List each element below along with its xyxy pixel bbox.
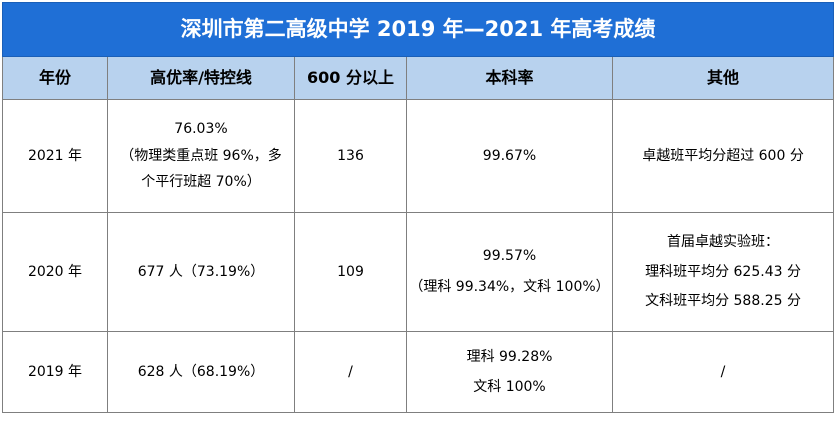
other-cell: 卓越班平均分超过 600 分 [611, 99, 835, 213]
over-600-cell: 136 [294, 99, 407, 213]
year-cell: 2021 年 [2, 99, 108, 213]
undergrad-cell: 理科 99.28% 文科 100% [406, 331, 613, 413]
table-row: 2019 年 628 人（68.19%） / 理科 99.28% 文科 100%… [2, 331, 835, 413]
cell-line: （理科 99.34%，文科 100%） [409, 279, 610, 295]
undergrad-cell: 99.57% （理科 99.34%，文科 100%） [406, 212, 613, 332]
header-over-600: 600 分以上 [294, 56, 407, 100]
header-row: 年份 高优率/特控线 600 分以上 本科率 其他 [2, 56, 835, 100]
over-600-cell: 109 [294, 212, 407, 332]
cell-line: 628 人（68.19%） [137, 363, 265, 380]
undergrad-cell: 99.67% [406, 99, 613, 213]
year-cell: 2019 年 [2, 331, 108, 413]
cell-line: 99.57% [482, 248, 537, 265]
cell-line: 文科班平均分 588.25 分 [645, 293, 801, 310]
cell-line: 76.03% [174, 120, 228, 137]
cell-line: 首届卓越实验班： [667, 233, 780, 250]
over-600-cell: / [294, 331, 407, 413]
cell-line: 理科班平均分 625.43 分 [645, 263, 801, 280]
high-rate-cell: 677 人（73.19%） [107, 212, 295, 332]
year-cell: 2020 年 [2, 212, 108, 332]
title-row: 深圳市第二高级中学 2019 年—2021 年高考成绩 [1, 2, 835, 57]
cell-line: 677 人（73.19%） [137, 263, 265, 280]
cell-line: 文科 100% [473, 378, 546, 395]
cell-line: 99.67% [482, 147, 537, 164]
cell-line: 个平行班超 70%） [141, 174, 261, 191]
cell-line: （物理类重点班 96%，多 [120, 147, 282, 164]
cell-line: 理科 99.28% [466, 348, 553, 365]
header-other: 其他 [611, 56, 835, 100]
scores-table: 深圳市第二高级中学 2019 年—2021 年高考成绩 年份 高优率/特控线 6… [1, 2, 835, 413]
high-rate-cell: 76.03% （物理类重点班 96%，多 个平行班超 70%） [107, 99, 295, 213]
header-undergrad-rate: 本科率 [406, 56, 613, 100]
cell-line: 卓越班平均分超过 600 分 [642, 147, 804, 164]
high-rate-cell: 628 人（68.19%） [107, 331, 295, 413]
header-year: 年份 [2, 56, 108, 100]
other-cell: 首届卓越实验班： 理科班平均分 625.43 分 文科班平均分 588.25 分 [611, 212, 835, 332]
cell-line: / [720, 363, 726, 380]
table-title: 深圳市第二高级中学 2019 年—2021 年高考成绩 [1, 2, 835, 57]
other-cell: / [611, 331, 835, 413]
header-high-rate: 高优率/特控线 [107, 56, 295, 100]
table-row: 2021 年 76.03% （物理类重点班 96%，多 个平行班超 70%） 1… [2, 99, 835, 213]
table-row: 2020 年 677 人（73.19%） 109 99.57% （理科 99.3… [2, 212, 835, 332]
